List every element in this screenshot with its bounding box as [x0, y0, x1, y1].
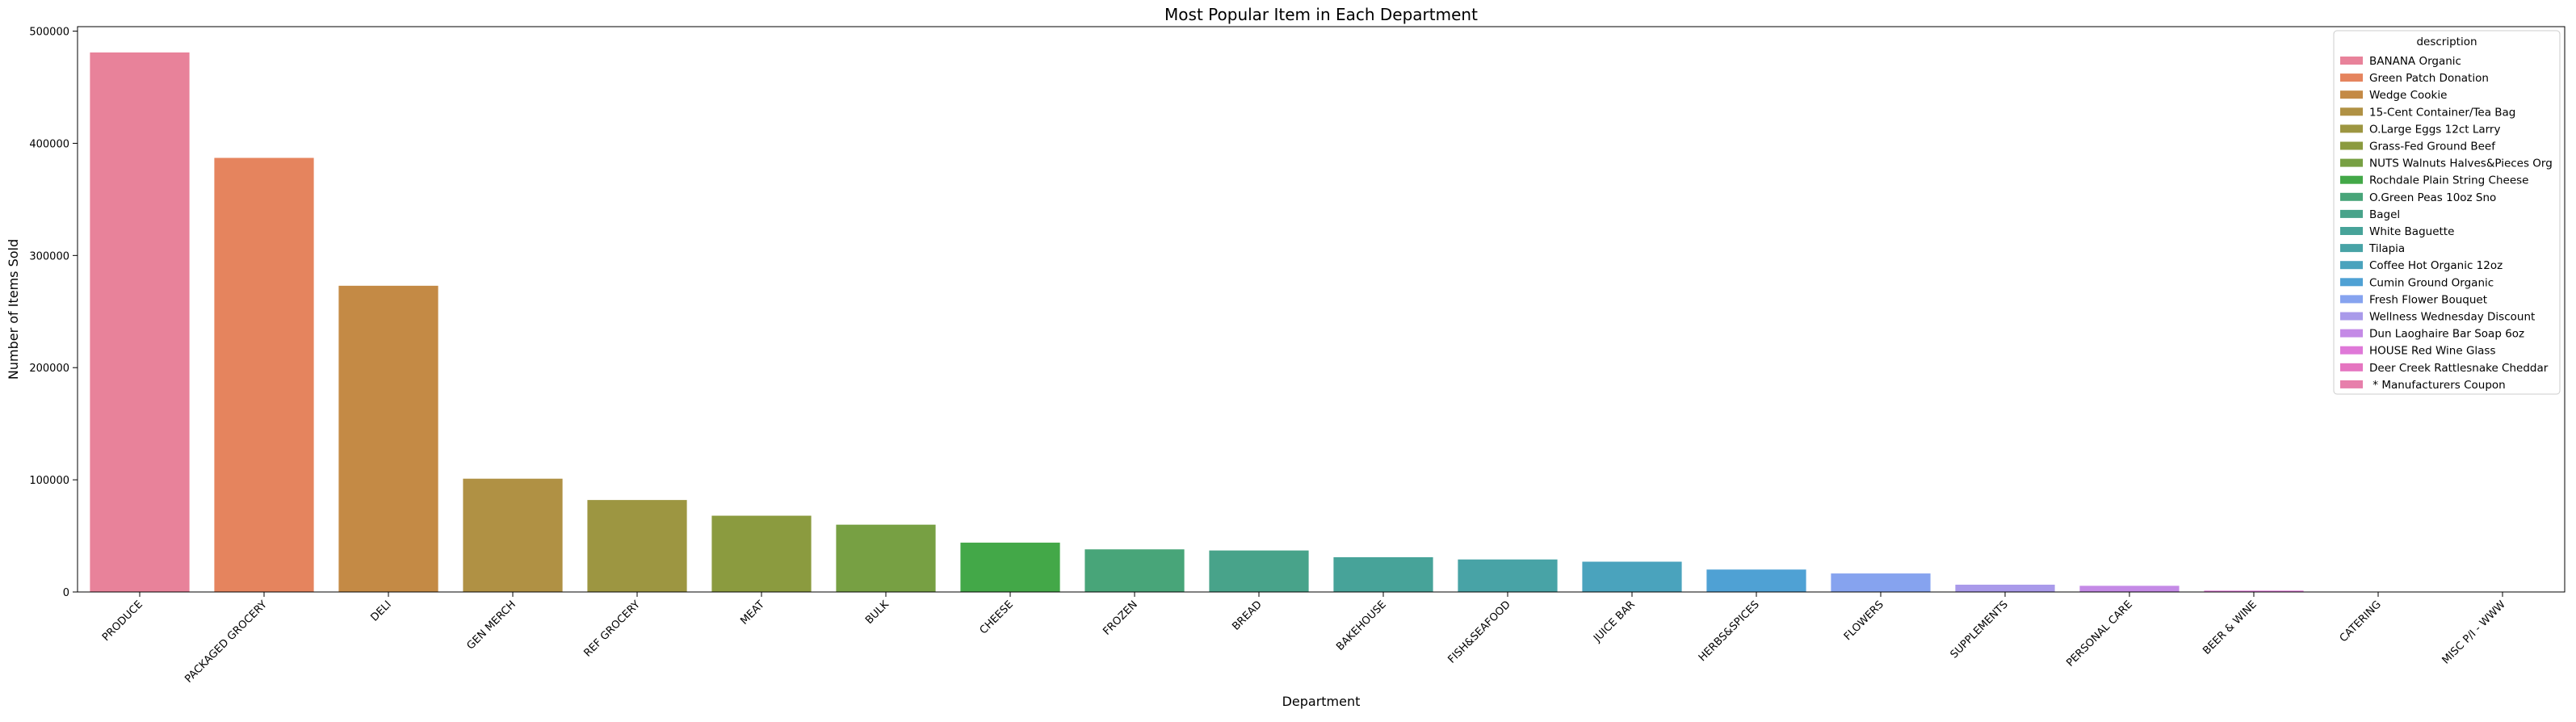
x-tick-label: PACKAGED GROCERY [183, 598, 269, 685]
bar-herbs-spices [1706, 569, 1806, 592]
bar-bread [1209, 551, 1308, 592]
x-tick-label: JUICE BAR [1591, 598, 1638, 645]
legend-entry-label: NUTS Walnuts Halves&Pieces Org [2369, 157, 2553, 170]
legend-swatch [2340, 313, 2363, 321]
bar-juice-bar [1582, 562, 1681, 593]
legend-entry-label: Rochdale Plain String Cheese [2369, 174, 2528, 187]
x-tick-label: PERSONAL CARE [2064, 598, 2135, 670]
bar-produce [90, 52, 189, 592]
y-tick-label: 100000 [29, 475, 69, 487]
legend-entry-label: Fresh Flower Bouquet [2369, 293, 2487, 306]
legend-swatch [2340, 176, 2363, 184]
x-tick-label: MISC P/I - WWW [2440, 598, 2508, 666]
x-axis: PRODUCE PACKAGED GROCERY DELI GEN MERCH REF … [100, 592, 2508, 686]
legend-swatch [2340, 380, 2363, 388]
legend-swatch [2340, 227, 2363, 235]
legend-entry-label: Tilapia [2368, 242, 2405, 255]
x-tick-label: DELI [368, 598, 393, 623]
legend-entry-label: * Manufacturers Coupon [2369, 379, 2506, 392]
legend-swatch [2340, 278, 2363, 286]
legend-entry-label: Deer Creek Rattlesnake Cheddar [2369, 362, 2549, 375]
bar-frozen [1085, 549, 1184, 592]
legend-swatch [2340, 107, 2363, 115]
legend-swatch [2340, 244, 2363, 252]
y-axis-label: Number of Items Sold [6, 239, 21, 380]
legend-entry-label: 15-Cent Container/Tea Bag [2369, 106, 2515, 119]
bar-gen-merch [463, 479, 562, 592]
x-tick-label: FLOWERS [1842, 598, 1886, 643]
bar-bakehouse [1333, 557, 1433, 592]
legend-entry-label: Dun Laoghaire Bar Soap 6oz [2369, 328, 2524, 341]
x-tick-label: BULK [863, 598, 892, 627]
plot-frame [78, 27, 2565, 592]
legend-entry-label: O.Large Eggs 12ct Larry [2369, 123, 2500, 136]
x-tick-label: CATERING [2338, 598, 2384, 644]
legend-swatch [2340, 142, 2363, 150]
legend-swatch [2340, 261, 2363, 269]
bar-supplements [1955, 585, 2054, 592]
y-axis: 0 100000 200000 300000 400000 500000 [29, 27, 78, 599]
x-tick-label: MEAT [738, 598, 767, 628]
y-tick-label: 200000 [29, 363, 69, 375]
bar-deli [338, 286, 438, 592]
legend-entry-label: Wellness Wednesday Discount [2369, 311, 2535, 324]
legend-entry-label: Bagel [2369, 208, 2400, 221]
legend-swatch [2340, 57, 2363, 65]
legend-swatch [2340, 295, 2363, 303]
legend-entry-label: HOUSE Red Wine Glass [2369, 345, 2496, 358]
x-tick-label: CHEESE [978, 598, 1016, 636]
legend-swatch [2340, 330, 2363, 338]
x-tick-label: BEER & WINE [2201, 598, 2259, 657]
legend-entry-label: Cumin Ground Organic [2369, 276, 2494, 289]
legend-swatch [2340, 124, 2363, 132]
y-tick-label: 0 [63, 587, 69, 599]
legend-entry-label: Coffee Hot Organic 12oz [2369, 259, 2503, 272]
x-tick-label: PRODUCE [100, 598, 145, 644]
legend-swatch [2340, 210, 2363, 218]
legend-swatch [2340, 90, 2363, 99]
legend-entry-label: Wedge Cookie [2369, 89, 2447, 102]
bar-packaged-grocery [214, 158, 313, 593]
x-tick-label: SUPPLEMENTS [1949, 598, 2011, 661]
bars-group [90, 52, 2552, 592]
legend-entry-label: Green Patch Donation [2369, 72, 2489, 85]
y-tick-label: 500000 [29, 27, 69, 39]
bar-meat [711, 516, 811, 592]
legend-entry-label: BANANA Organic [2369, 55, 2461, 68]
bar-flowers [1831, 573, 1930, 592]
chart-title: Most Popular Item in Each Department [1164, 5, 1478, 24]
x-tick-label: HERBS&SPICES [1697, 598, 1762, 664]
bar-bulk [836, 525, 935, 592]
legend-swatch [2340, 363, 2363, 371]
y-tick-label: 400000 [29, 138, 69, 150]
legend-title: description [2416, 36, 2477, 48]
x-tick-label: BAKEHOUSE [1334, 598, 1389, 653]
bar-cheese [960, 543, 1059, 592]
legend-swatch [2340, 73, 2363, 82]
x-tick-label: REF GROCERY [581, 598, 642, 659]
x-tick-label: FROZEN [1101, 598, 1140, 638]
legend-swatch [2340, 159, 2363, 167]
x-tick-label: FISH&SEAFOOD [1446, 598, 1513, 665]
bar-personal-care [2079, 586, 2179, 592]
legend-entry-label: Grass-Fed Ground Beef [2369, 141, 2496, 153]
legend-entry-label: White Baguette [2369, 225, 2454, 238]
legend-swatch [2340, 193, 2363, 201]
y-tick-label: 300000 [29, 250, 69, 262]
legend: description BANANA Organic Green Patch Don… [2334, 31, 2560, 394]
x-tick-label: BREAD [1230, 598, 1264, 632]
legend-entry-label: O.Green Peas 10oz Sno [2369, 191, 2496, 204]
bar-fish-seafood [1458, 560, 1557, 592]
x-axis-label: Department [1282, 694, 1361, 709]
legend-swatch [2340, 346, 2363, 355]
bar-ref-grocery [587, 500, 686, 592]
x-tick-label: GEN MERCH [464, 598, 518, 652]
